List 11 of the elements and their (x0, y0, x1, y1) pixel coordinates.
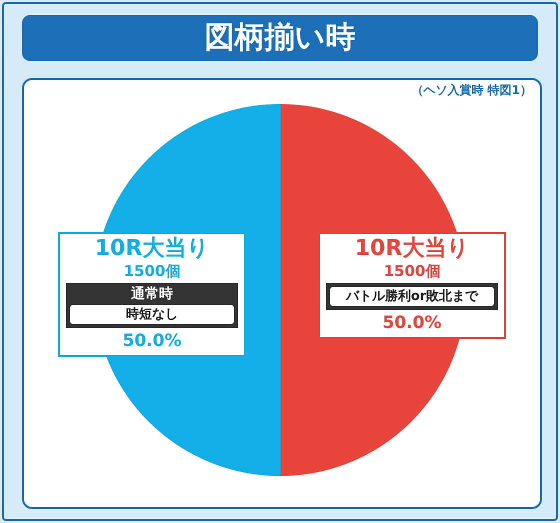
text: 1500個 (122, 262, 182, 280)
chart-title: 図柄揃い時 (22, 15, 538, 61)
data-label: 50.0% (122, 331, 182, 351)
data-label: 50.0% (382, 313, 442, 333)
slice-label: 10R大当り (354, 236, 470, 262)
chart-subtitle: （ヘソ入賞時 特図1） (411, 82, 532, 99)
slice-label: 10R大当り (94, 236, 210, 262)
text: バトル勝利or敗北まで (330, 287, 494, 306)
text: 時短なし (70, 305, 234, 324)
text: 通常時 (130, 285, 174, 303)
text: 1500個 (382, 262, 442, 280)
